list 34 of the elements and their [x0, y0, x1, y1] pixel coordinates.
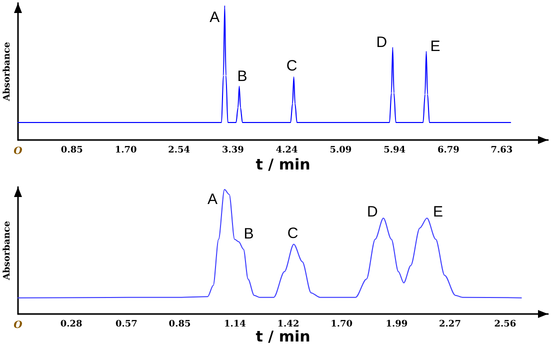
x-tick-label: 0.85 [60, 146, 83, 156]
annotation: E [432, 204, 443, 221]
annotation: A [207, 190, 218, 208]
annotation: C [287, 224, 298, 242]
x-tick-label: 1.14 [224, 320, 246, 330]
x-axis-title: t / min [256, 156, 310, 174]
annotation: D [376, 34, 388, 51]
x-tick-label: 0.28 [60, 320, 82, 330]
x-tick-label: 2.27 [439, 320, 461, 330]
annotation: C [286, 57, 298, 74]
annotation: B [237, 68, 248, 85]
x-tick-label: 4.24 [276, 146, 298, 156]
annotation: D [366, 204, 378, 221]
y-axis-title: Absorbance [2, 42, 12, 102]
x-tick-label: 0.85 [168, 320, 191, 330]
x-tick-label: 1.99 [386, 320, 408, 330]
annotation: B [244, 225, 254, 242]
x-tick-label: 5.09 [330, 146, 352, 156]
x-tick-label: 5.94 [384, 146, 406, 156]
x-tick-label: 1.70 [114, 146, 137, 156]
annotation: A [210, 9, 220, 26]
x-tick-label: 0.57 [116, 320, 138, 330]
y-axis-title: Absorbance [2, 220, 12, 281]
x-axis-title: t / min [256, 328, 310, 346]
annotation: E [430, 38, 440, 55]
text: O [14, 146, 23, 157]
x-tick-label: 1.70 [330, 320, 352, 330]
x-tick-label: 1.42 [277, 320, 300, 330]
x-tick-label: 3.39 [222, 146, 244, 156]
text: O [14, 320, 23, 331]
x-tick-label: 2.54 [168, 146, 190, 156]
x-tick-label: 7.63 [490, 146, 513, 156]
x-tick-label: 2.56 [494, 320, 516, 330]
x-tick-label: 6.79 [438, 146, 460, 156]
